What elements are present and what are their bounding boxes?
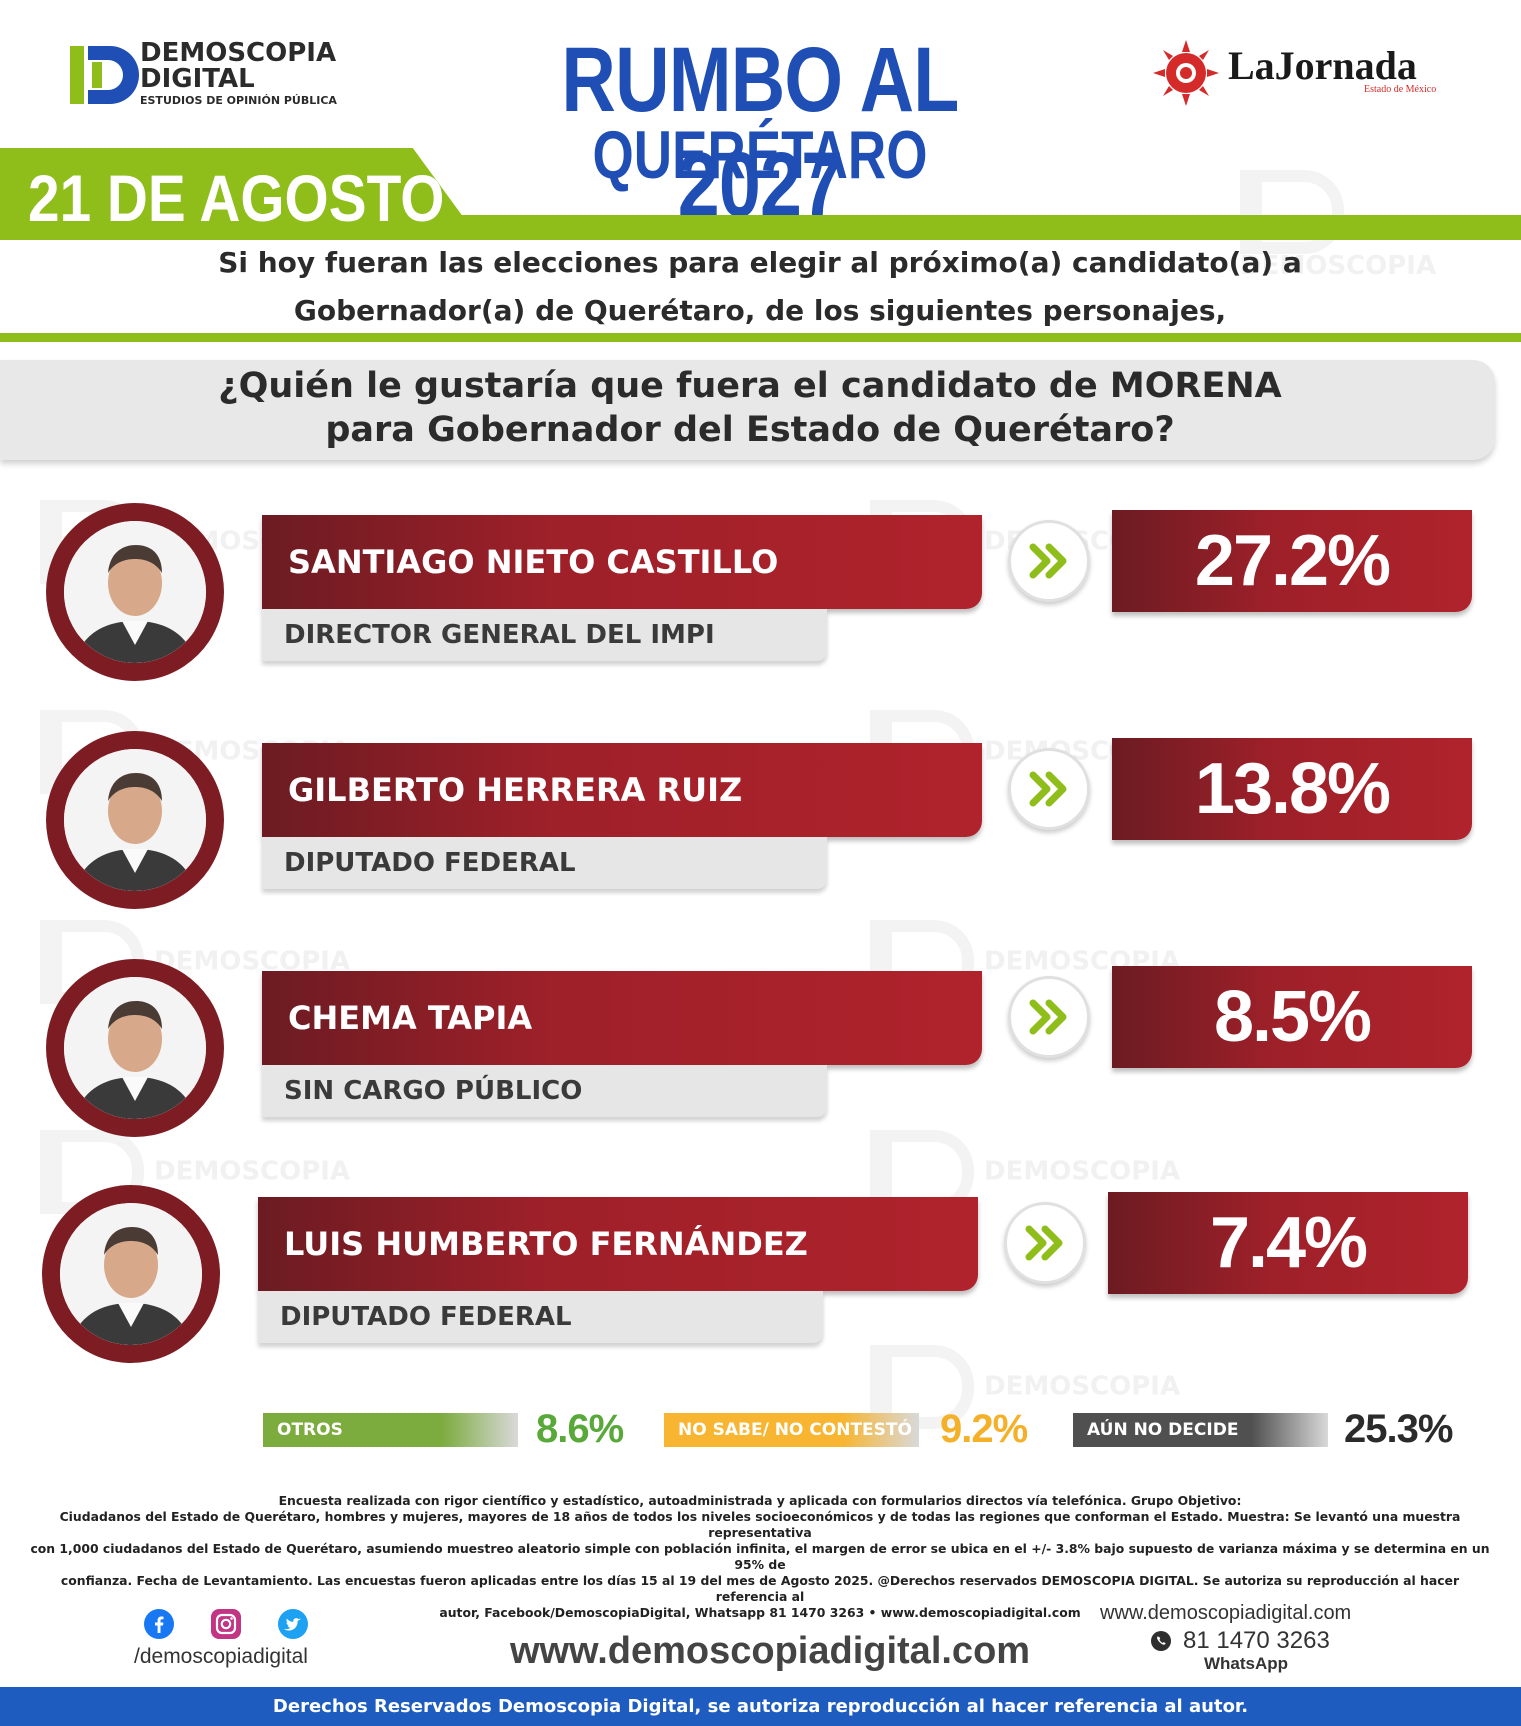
question-box	[0, 360, 1495, 460]
brand-tagline: ESTUDIOS DE OPINIÓN PÚBLICA	[140, 94, 337, 107]
date-label: 21 DE AGOSTO	[28, 161, 445, 235]
candidate-percent-box: 13.8%	[1112, 738, 1472, 840]
methodology-text: Encuesta realizada con rigor científico …	[30, 1493, 1490, 1620]
page-subtitle: QUERÉTARO	[592, 117, 928, 193]
candidate-role: DIPUTADO FEDERAL	[280, 1302, 572, 1332]
others-label-bar: AÚN NO DECIDE	[1073, 1413, 1328, 1447]
candidate-photo	[46, 959, 224, 1137]
others-label-bar: NO SABE/ NO CONTESTÓ	[664, 1413, 919, 1447]
partner-sub: Estado de México	[1364, 84, 1437, 95]
others-label: NO SABE/ NO CONTESTÓ	[678, 1420, 912, 1440]
candidate-percent: 8.5%	[1213, 977, 1372, 1057]
person-silhouette-icon	[64, 977, 206, 1119]
others-percent: 8.6%	[536, 1407, 624, 1451]
candidate-photo	[42, 1185, 220, 1363]
candidate-name: LUIS HUMBERTO FERNÁNDEZ	[284, 1225, 808, 1263]
double-chevron-right-icon	[1008, 976, 1090, 1058]
candidate-role: DIPUTADO FEDERAL	[284, 848, 576, 878]
facebook-icon[interactable]	[144, 1609, 174, 1639]
intro-line1: Si hoy fueran las elecciones para elegir…	[218, 246, 1302, 279]
person-silhouette-icon	[64, 521, 206, 663]
website-small[interactable]: www.demoscopiadigital.com	[1100, 1602, 1352, 1624]
partner-name: LaJornada	[1228, 43, 1417, 88]
phone-number[interactable]: 81 1470 3263	[1183, 1627, 1330, 1654]
separator	[0, 333, 1521, 342]
candidate-percent: 7.4%	[1209, 1203, 1368, 1283]
others-label: AÚN NO DECIDE	[1087, 1420, 1239, 1440]
candidate-name: GILBERTO HERRERA RUIZ	[288, 771, 743, 809]
candidate-percent: 27.2%	[1194, 521, 1391, 601]
footer-bar: Derechos Reservados Demoscopia Digital, …	[0, 1687, 1521, 1726]
others-label: OTROS	[277, 1420, 343, 1440]
demoscopia-logo-icon	[70, 46, 139, 104]
candidate-photo	[46, 731, 224, 909]
candidate-name: CHEMA TAPIA	[288, 999, 533, 1037]
lajornada-sun-icon	[1153, 40, 1219, 106]
whatsapp-icon	[1151, 1631, 1171, 1651]
candidate-role-bar: DIPUTADO FEDERAL	[262, 837, 827, 889]
candidate-role-bar: SIN CARGO PÚBLICO	[262, 1065, 827, 1117]
candidate-name: SANTIAGO NIETO CASTILLO	[288, 543, 779, 581]
person-silhouette-icon	[60, 1203, 202, 1345]
candidate-name-bar: CHEMA TAPIA	[262, 971, 982, 1065]
twitter-icon[interactable]	[278, 1609, 308, 1639]
date-banner	[0, 148, 480, 240]
double-chevron-right-icon	[1008, 748, 1090, 830]
candidate-name-bar: GILBERTO HERRERA RUIZ	[262, 743, 982, 837]
brand-name-line2: DIGITAL	[140, 64, 255, 94]
candidate-name-bar: SANTIAGO NIETO CASTILLO	[262, 515, 982, 609]
double-chevron-right-icon	[1004, 1202, 1086, 1284]
candidate-role-bar: DIRECTOR GENERAL DEL IMPI	[262, 609, 827, 661]
website-link[interactable]: www.demoscopiadigital.com	[509, 1630, 1031, 1672]
candidate-percent-box: 7.4%	[1108, 1192, 1468, 1294]
double-chevron-right-icon	[1008, 520, 1090, 602]
candidate-role: DIRECTOR GENERAL DEL IMPI	[284, 620, 715, 650]
candidate-percent: 13.8%	[1194, 749, 1391, 829]
phone-label: WhatsApp	[1204, 1654, 1289, 1673]
candidate-photo	[46, 503, 224, 681]
others-label-bar: OTROS	[263, 1413, 518, 1447]
person-silhouette-icon	[64, 749, 206, 891]
candidate-percent-box: 27.2%	[1112, 510, 1472, 612]
question-line1: ¿Quién le gustaría que fuera el candidat…	[218, 366, 1282, 406]
question-line2: para Gobernador del Estado de Querétaro?	[325, 410, 1175, 450]
brand-name-line1: DEMOSCOPIA	[140, 38, 337, 68]
social-handle[interactable]: /demoscopiadigital	[134, 1645, 308, 1668]
candidate-name-bar: LUIS HUMBERTO FERNÁNDEZ	[258, 1197, 978, 1291]
others-percent: 25.3%	[1344, 1407, 1453, 1451]
instagram-icon[interactable]	[211, 1609, 241, 1639]
others-percent: 9.2%	[940, 1407, 1028, 1451]
candidate-role-bar: DIPUTADO FEDERAL	[258, 1291, 823, 1343]
candidate-role: SIN CARGO PÚBLICO	[284, 1076, 583, 1106]
footer-text: Derechos Reservados Demoscopia Digital, …	[272, 1696, 1249, 1717]
candidate-percent-box: 8.5%	[1112, 966, 1472, 1068]
intro-line2: Gobernador(a) de Querétaro, de los sigui…	[293, 294, 1227, 327]
